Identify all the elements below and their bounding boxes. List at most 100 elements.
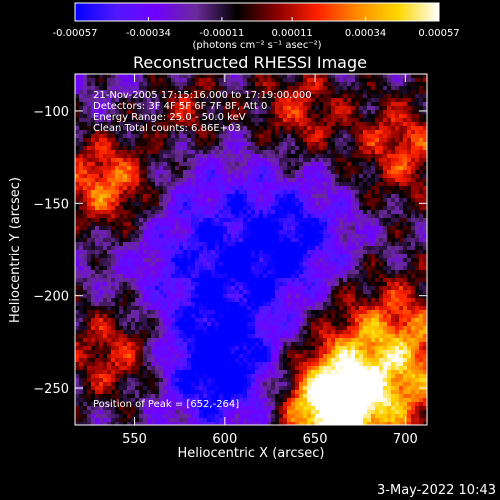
heatmap-cell bbox=[371, 98, 375, 102]
heatmap-cell bbox=[363, 94, 367, 98]
heatmap-cell bbox=[283, 214, 287, 218]
heatmap-cell bbox=[311, 206, 315, 210]
heatmap-cell bbox=[135, 82, 139, 86]
heatmap-cell bbox=[403, 258, 407, 262]
heatmap-cell bbox=[311, 110, 315, 114]
heatmap-cell bbox=[323, 266, 327, 270]
heatmap-cell bbox=[319, 290, 323, 294]
heatmap-cell bbox=[359, 226, 363, 230]
heatmap-cell bbox=[303, 190, 307, 194]
heatmap-cell bbox=[219, 194, 223, 198]
heatmap-cell bbox=[119, 218, 123, 222]
heatmap-cell bbox=[239, 258, 243, 262]
heatmap-cell bbox=[291, 154, 295, 158]
heatmap-cell bbox=[207, 266, 211, 270]
heatmap-cell bbox=[343, 78, 347, 82]
heatmap-cell bbox=[103, 194, 107, 198]
heatmap-cell bbox=[363, 178, 367, 182]
heatmap-cell bbox=[315, 122, 319, 126]
heatmap-cell bbox=[319, 74, 323, 78]
heatmap-cell bbox=[419, 190, 423, 194]
heatmap-cell bbox=[363, 98, 367, 102]
heatmap-cell bbox=[203, 206, 207, 210]
heatmap-cell bbox=[207, 202, 211, 206]
heatmap-cell bbox=[339, 178, 343, 182]
heatmap-cell bbox=[407, 98, 411, 102]
heatmap-cell bbox=[259, 282, 263, 286]
heatmap-cell bbox=[207, 254, 211, 258]
heatmap-cell bbox=[179, 182, 183, 186]
heatmap-cell bbox=[131, 226, 135, 230]
heatmap-cell bbox=[159, 162, 163, 166]
heatmap-cell bbox=[351, 218, 355, 222]
heatmap-cell bbox=[215, 258, 219, 262]
heatmap-cell bbox=[299, 190, 303, 194]
heatmap-cell bbox=[115, 282, 119, 286]
heatmap-cell bbox=[355, 222, 359, 226]
heatmap-cell bbox=[155, 134, 159, 138]
heatmap-cell bbox=[311, 190, 315, 194]
heatmap-cell bbox=[183, 98, 187, 102]
heatmap-cell bbox=[103, 218, 107, 222]
heatmap-cell bbox=[183, 254, 187, 258]
heatmap-cell bbox=[107, 158, 111, 162]
heatmap-cell bbox=[379, 182, 383, 186]
heatmap-cell bbox=[219, 282, 223, 286]
heatmap-cell bbox=[319, 146, 323, 150]
heatmap-cell bbox=[259, 154, 263, 158]
heatmap-cell bbox=[267, 202, 271, 206]
heatmap-cell bbox=[415, 190, 419, 194]
heatmap-cell bbox=[155, 274, 159, 278]
heatmap-cell bbox=[291, 74, 295, 78]
heatmap-cell bbox=[239, 118, 243, 122]
heatmap-cell bbox=[163, 258, 167, 262]
heatmap-cell bbox=[379, 290, 383, 294]
heatmap-cell bbox=[291, 286, 295, 290]
heatmap-cell bbox=[339, 246, 343, 250]
heatmap-cell bbox=[131, 250, 135, 254]
heatmap-cell bbox=[159, 122, 163, 126]
heatmap-cell bbox=[147, 254, 151, 258]
heatmap-cell bbox=[271, 234, 275, 238]
heatmap-cell bbox=[299, 206, 303, 210]
heatmap-cell bbox=[295, 106, 299, 110]
heatmap-cell bbox=[99, 178, 103, 182]
heatmap-cell bbox=[83, 262, 87, 266]
heatmap-cell bbox=[239, 222, 243, 226]
heatmap-cell bbox=[243, 230, 247, 234]
heatmap-cell bbox=[407, 82, 411, 86]
heatmap-cell bbox=[111, 134, 115, 138]
heatmap-cell bbox=[387, 198, 391, 202]
heatmap-cell bbox=[231, 262, 235, 266]
heatmap-cell bbox=[403, 126, 407, 130]
heatmap-cell bbox=[259, 190, 263, 194]
heatmap-cell bbox=[271, 170, 275, 174]
heatmap-cell bbox=[159, 254, 163, 258]
heatmap-cell bbox=[135, 238, 139, 242]
heatmap-cell bbox=[323, 278, 327, 282]
heatmap-cell bbox=[383, 202, 387, 206]
heatmap-cell bbox=[263, 286, 267, 290]
heatmap-cell bbox=[311, 138, 315, 142]
heatmap-cell bbox=[351, 194, 355, 198]
heatmap-cell bbox=[215, 246, 219, 250]
heatmap-cell bbox=[219, 214, 223, 218]
heatmap-cell bbox=[295, 206, 299, 210]
heatmap-cell bbox=[331, 290, 335, 294]
heatmap-cell bbox=[331, 78, 335, 82]
heatmap-cell bbox=[255, 158, 259, 162]
heatmap-cell bbox=[351, 246, 355, 250]
heatmap-cell bbox=[331, 86, 335, 90]
heatmap-cell bbox=[167, 174, 171, 178]
heatmap-cell bbox=[355, 174, 359, 178]
heatmap-cell bbox=[403, 210, 407, 214]
heatmap-cell bbox=[327, 270, 331, 274]
heatmap-cell bbox=[271, 262, 275, 266]
heatmap-cell bbox=[239, 146, 243, 150]
heatmap-cell bbox=[371, 210, 375, 214]
heatmap-cell bbox=[263, 142, 267, 146]
heatmap-cell bbox=[243, 198, 247, 202]
heatmap-cell bbox=[387, 122, 391, 126]
heatmap-cell bbox=[395, 290, 399, 294]
heatmap-cell bbox=[407, 170, 411, 174]
